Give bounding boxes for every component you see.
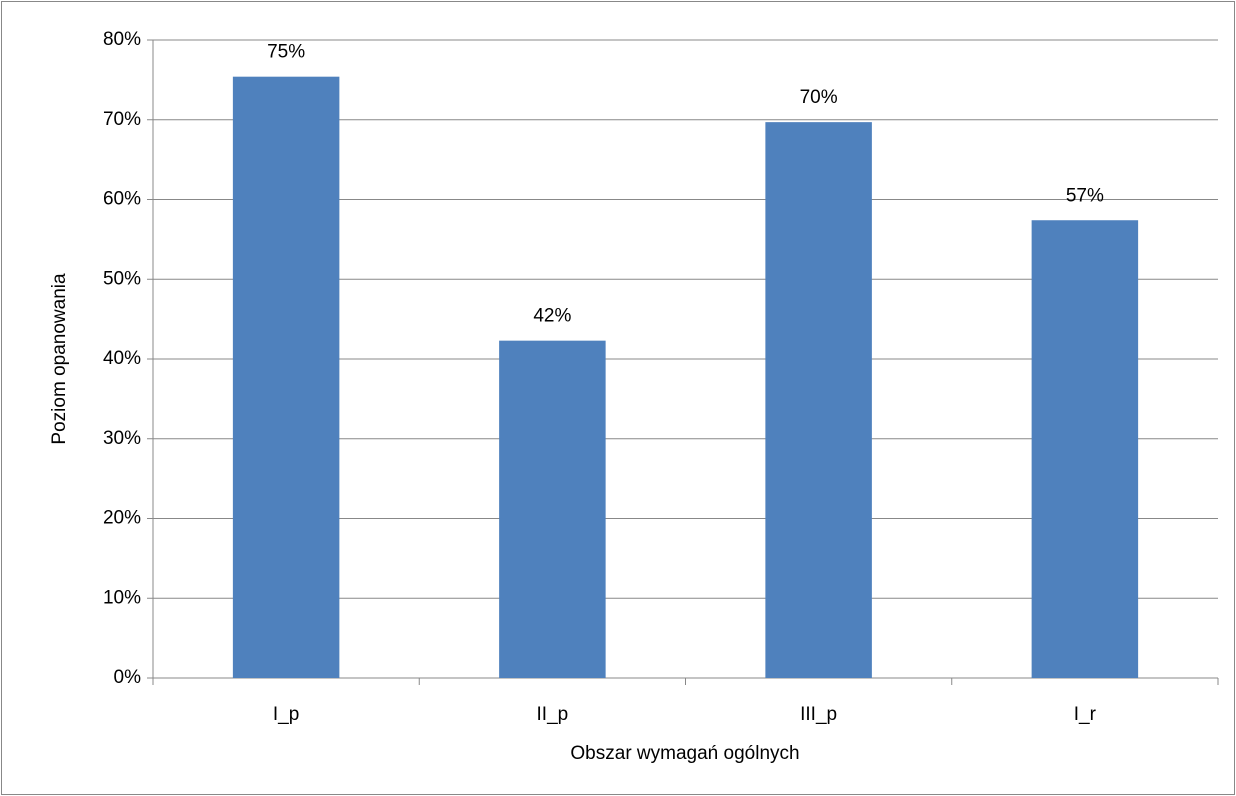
data-label: 75% [267,42,305,63]
x-tick-label: II_p [537,704,569,725]
bar [1031,220,1139,679]
bar [765,122,872,678]
y-tick-label: 0% [114,667,142,688]
x-axis-title: Obszar wymagań ogólnych [570,743,799,764]
y-axis-title: Poziom opanowania [49,273,70,445]
x-tick-label: III_p [800,704,837,725]
y-tick-label: 20% [103,508,141,529]
x-tick-label: I_p [273,704,299,725]
y-tick-label: 70% [103,109,141,130]
y-tick-label: 10% [103,587,141,608]
y-tick-label: 30% [103,428,141,449]
bar [232,76,340,678]
y-tick-label: 80% [103,29,141,50]
y-tick-label: 60% [103,189,141,210]
data-label: 70% [800,87,838,108]
x-tick-label: I_r [1074,704,1097,725]
y-tick-label: 40% [103,348,141,369]
data-label: 57% [1066,185,1104,206]
y-tick-label: 50% [103,268,141,289]
bar [499,340,606,678]
data-label: 42% [533,306,571,327]
